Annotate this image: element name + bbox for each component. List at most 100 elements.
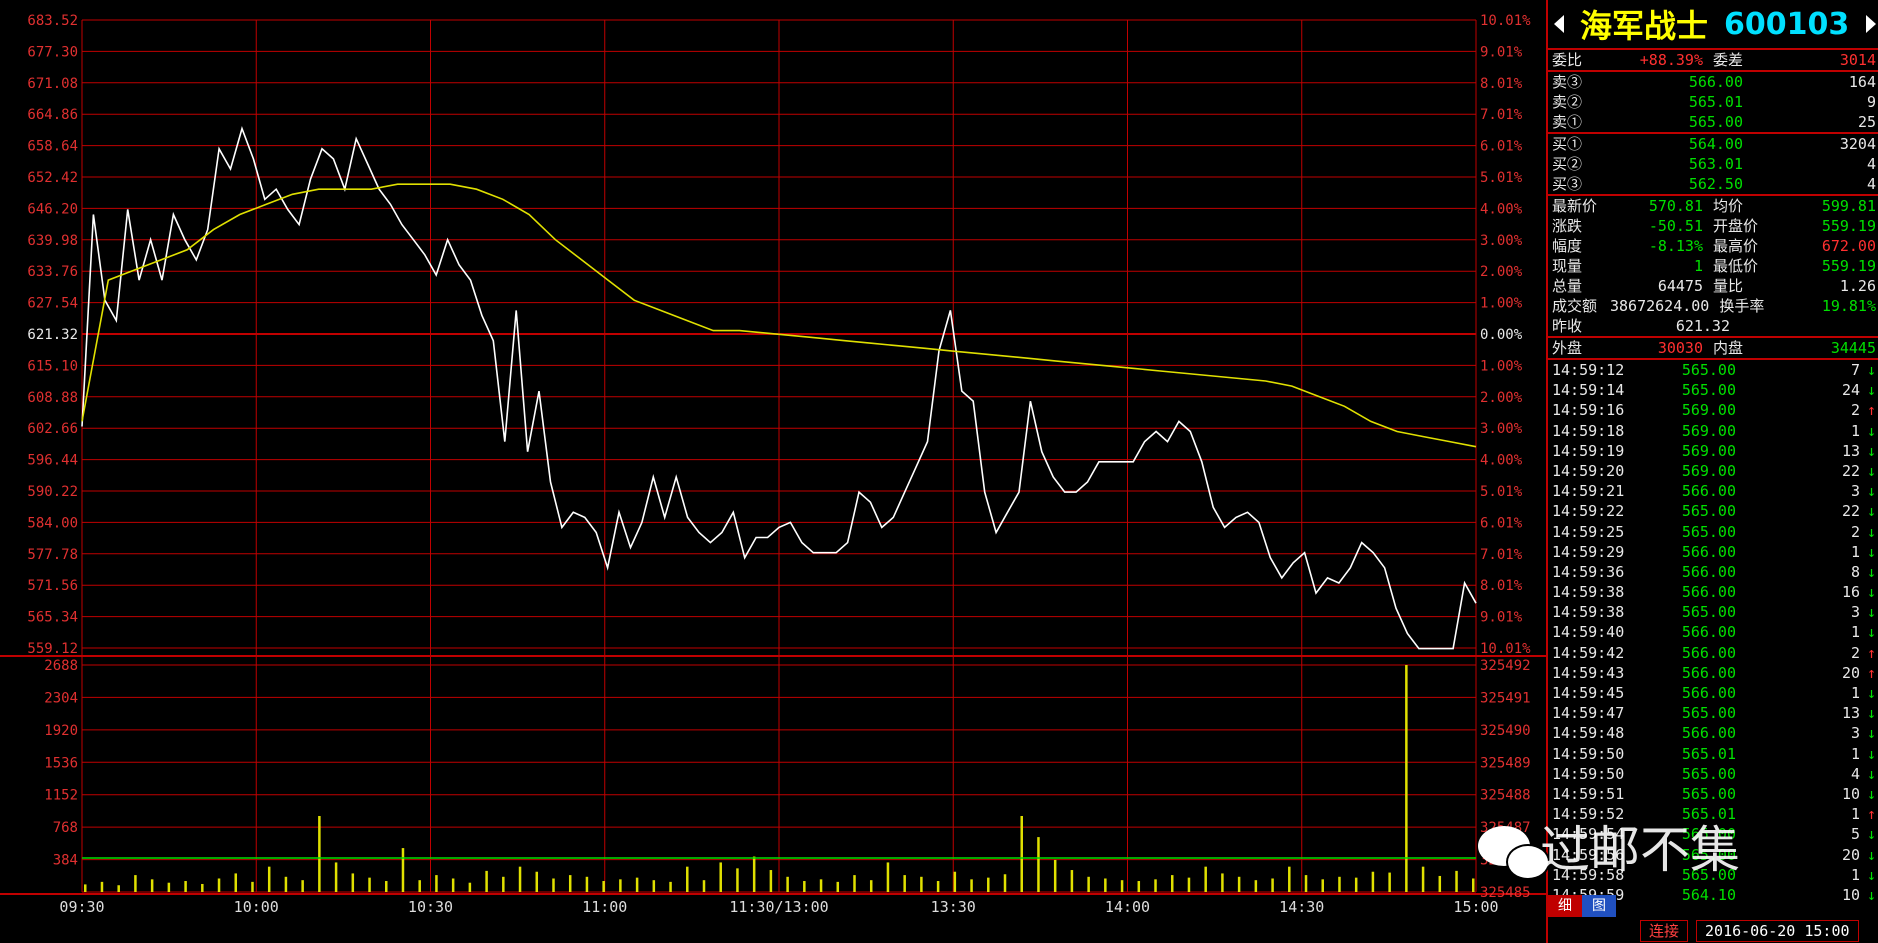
inner-value: 34445 bbox=[1830, 339, 1876, 357]
down-arrow-icon: ↓ bbox=[1866, 885, 1876, 904]
stat-value: 1 bbox=[1693, 257, 1703, 275]
time-axis: 09:30 10:00 10:30 11:00 11:30/13:00 13:30 14:0… bbox=[59, 898, 1498, 916]
volume-bar bbox=[1371, 871, 1375, 892]
stat-value: 19.81% bbox=[1821, 297, 1876, 315]
tick-time: 14:59:19 bbox=[1552, 441, 1625, 460]
percent-tick-label: 8.01% bbox=[1480, 76, 1523, 92]
price-tick-label: 584.00 bbox=[27, 515, 78, 531]
volume-bar bbox=[502, 876, 505, 892]
stat-row: 涨跌 -50.51 开盘价 559.19 bbox=[1548, 216, 1878, 236]
tab-chart[interactable]: 图 bbox=[1582, 895, 1616, 917]
level-price: 564.00 bbox=[1688, 135, 1743, 153]
tick-volume: 2 bbox=[1850, 522, 1860, 541]
tick-row: 14:59:20 569.00 22 ↓ bbox=[1548, 461, 1878, 481]
tick-volume: 1 bbox=[1850, 542, 1860, 561]
percent-tick-label: 10.01% bbox=[1480, 641, 1531, 657]
tick-row: 14:59:14 565.00 24 ↓ bbox=[1548, 380, 1878, 400]
tick-row: 14:59:52 565.01 1 ↑ bbox=[1548, 804, 1878, 824]
down-arrow-icon: ↓ bbox=[1866, 421, 1876, 440]
connection-status[interactable]: 连接 bbox=[1640, 920, 1689, 942]
tick-time: 14:59:56 bbox=[1552, 845, 1625, 864]
level-volume: 3204 bbox=[1839, 135, 1876, 153]
sell-level: 卖② 565.01 9 bbox=[1548, 92, 1878, 112]
tick-time: 14:59:20 bbox=[1552, 461, 1625, 480]
tick-price: 566.00 bbox=[1681, 623, 1736, 642]
level-label: 卖① bbox=[1552, 113, 1583, 131]
wechat-icon bbox=[1478, 826, 1550, 880]
tick-volume: 2 bbox=[1850, 643, 1860, 662]
price-tick-label: 677.30 bbox=[27, 44, 78, 60]
stat-label: 成交额 bbox=[1552, 297, 1598, 315]
tick-price: 566.00 bbox=[1681, 562, 1736, 581]
sell-level: 卖③ 566.00 164 bbox=[1548, 72, 1878, 92]
percent-tick-label: 7.01% bbox=[1480, 547, 1523, 563]
volume-bar bbox=[485, 870, 488, 892]
prev-close-label: 昨收 bbox=[1552, 317, 1583, 335]
down-arrow-icon: ↓ bbox=[1866, 865, 1876, 884]
percent-axis-right: 10.01% 9.01% 8.01% 7.01% 6.01% 5.01% 4.00% 3.00… bbox=[1480, 13, 1531, 657]
tick-row: 14:59:19 569.00 13 ↓ bbox=[1548, 441, 1878, 461]
volume-bar bbox=[234, 873, 238, 892]
volume-bar bbox=[334, 862, 338, 892]
percent-tick-label: 4.00% bbox=[1480, 453, 1523, 469]
price-tick-label: 652.42 bbox=[27, 170, 78, 186]
volume-bar bbox=[535, 871, 539, 892]
tick-price: 565.00 bbox=[1681, 825, 1736, 844]
volume-tick-label: 1536 bbox=[44, 755, 78, 771]
tick-row: 14:59:38 565.00 3 ↓ bbox=[1548, 602, 1878, 622]
stock-title: 海军战士 600103 bbox=[1548, 0, 1878, 50]
volume-bar bbox=[217, 878, 221, 892]
tick-volume: 20 bbox=[1841, 845, 1860, 864]
panel-tabs: 细 图 bbox=[1548, 895, 1616, 917]
tick-time: 14:59:18 bbox=[1552, 421, 1625, 440]
price-tick-label: 646.20 bbox=[27, 201, 78, 217]
order-diff-value: 3014 bbox=[1839, 51, 1876, 69]
down-arrow-icon: ↓ bbox=[1866, 784, 1876, 803]
level-volume: 164 bbox=[1848, 73, 1876, 91]
tick-time: 14:59:52 bbox=[1552, 805, 1625, 824]
prev-close-value: 621.32 bbox=[1675, 317, 1730, 335]
volume-bar bbox=[1321, 879, 1324, 892]
level-price: 566.00 bbox=[1688, 73, 1743, 91]
order-ratio-row: 委比 +88.39% 委差 3014 bbox=[1548, 50, 1878, 72]
down-arrow-icon: ↓ bbox=[1866, 361, 1876, 379]
tick-row: 14:59:42 566.00 2 ↑ bbox=[1548, 643, 1878, 663]
tick-time: 14:59:22 bbox=[1552, 502, 1625, 521]
order-diff-label: 委差 bbox=[1713, 51, 1744, 69]
tick-volume: 16 bbox=[1841, 583, 1860, 602]
tick-price: 566.00 bbox=[1681, 724, 1736, 743]
order-ratio-value: +88.39% bbox=[1639, 51, 1703, 69]
volume-bar bbox=[167, 882, 171, 892]
percent-tick-label: 3.00% bbox=[1480, 233, 1523, 249]
tick-time: 14:59:43 bbox=[1552, 663, 1625, 682]
volume-bar bbox=[903, 875, 906, 892]
percent-tick-label: 9.01% bbox=[1480, 44, 1523, 60]
down-arrow-icon: ↓ bbox=[1866, 623, 1876, 642]
tick-row: 14:59:56 565.00 20 ↓ bbox=[1548, 845, 1878, 865]
stat-label: 均价 bbox=[1713, 197, 1744, 215]
tick-time: 14:59:51 bbox=[1552, 784, 1625, 803]
volume-bar bbox=[150, 879, 154, 892]
stat-row: 幅度 -8.13% 最高价 672.00 bbox=[1548, 236, 1878, 256]
volume-bar bbox=[669, 881, 672, 892]
tick-time: 14:59:54 bbox=[1552, 825, 1625, 844]
prev-stock-icon[interactable] bbox=[1554, 15, 1564, 33]
tick-price: 565.01 bbox=[1681, 805, 1736, 824]
tick-row: 14:59:12 565.00 7 ↓ bbox=[1548, 360, 1878, 380]
next-stock-icon[interactable] bbox=[1866, 15, 1876, 33]
price-tick-label: 590.22 bbox=[27, 484, 78, 500]
down-arrow-icon: ↓ bbox=[1866, 684, 1876, 702]
tick-time: 14:59:58 bbox=[1552, 865, 1625, 884]
percent-tick-label: 5.01% bbox=[1480, 484, 1523, 500]
price-tick-label: 602.66 bbox=[27, 421, 78, 437]
volume-bar bbox=[468, 882, 472, 892]
price-tick-label: 577.78 bbox=[27, 547, 78, 563]
tick-price: 569.00 bbox=[1681, 461, 1736, 480]
tab-detail[interactable]: 细 bbox=[1548, 895, 1582, 917]
tick-list[interactable]: 14:59:12 565.00 7 ↓ 14:59:14 565.00 24 ↓ 14:59:1… bbox=[1548, 360, 1878, 905]
tick-time: 14:59:48 bbox=[1552, 724, 1625, 743]
tick-time: 14:59:50 bbox=[1552, 744, 1625, 763]
stat-value: 64475 bbox=[1657, 277, 1703, 295]
tick-volume: 5 bbox=[1850, 825, 1860, 844]
tick-price: 569.00 bbox=[1681, 401, 1736, 420]
